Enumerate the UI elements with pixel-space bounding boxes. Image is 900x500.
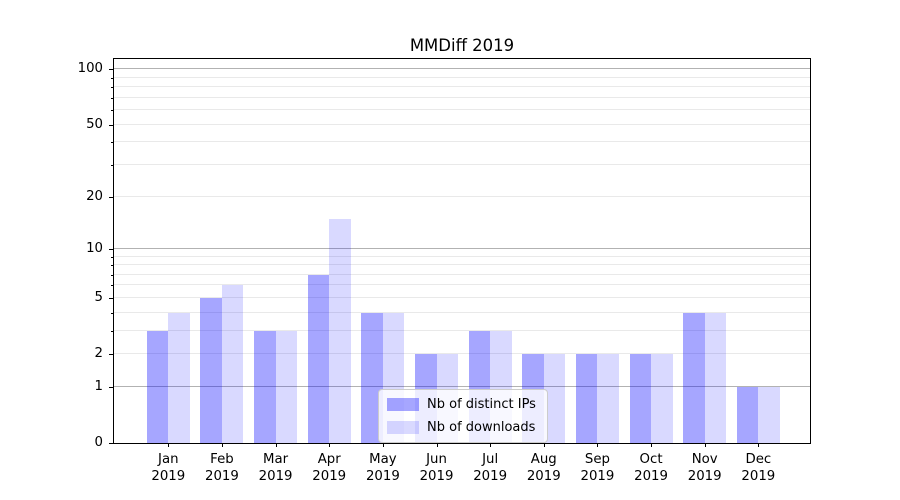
gridline-minor-8 — [114, 264, 810, 266]
x-tick-mark-aug — [543, 443, 545, 447]
y-tick-mark-0 — [109, 443, 113, 444]
y-minor-tick-mark-6 — [111, 285, 113, 287]
x-tick-mark-sep — [597, 443, 599, 447]
y-minor-tick-mark-50 — [111, 124, 113, 126]
y-tick-label-100: 100 — [77, 61, 103, 77]
bar-distinct-ips-nov — [683, 312, 705, 443]
x-tick-mark-may — [382, 443, 384, 447]
y-minor-tick-mark-9 — [111, 256, 113, 258]
bar-downloads-apr — [329, 218, 351, 443]
x-tick-label-dec: Dec 2019 — [741, 452, 776, 484]
x-tick-label-jun: Jun 2019 — [419, 452, 454, 484]
x-tick-label-may: May 2019 — [365, 452, 400, 484]
gridline-minor-5 — [114, 296, 810, 298]
legend: Nb of distinct IPs Nb of downloads — [378, 389, 548, 443]
y-tick-mark-10 — [109, 248, 113, 250]
x-tick-mark-jan — [168, 443, 170, 447]
y-tick-label-5: 5 — [94, 289, 103, 305]
gridline-minor-4 — [114, 311, 810, 313]
y-minor-tick-mark-4 — [111, 312, 113, 314]
bar-downloads-oct — [651, 354, 673, 443]
y-tick-mark-100 — [109, 69, 113, 71]
bar-distinct-ips-feb — [200, 297, 222, 443]
y-minor-tick-mark-90 — [111, 77, 113, 79]
x-tick-mark-dec — [758, 443, 760, 447]
y-tick-label-0: 0 — [94, 435, 103, 450]
gridline-minor-90 — [114, 76, 810, 78]
plot-area: Nb of distinct IPs Nb of downloads — [113, 58, 811, 444]
gridline-minor-7 — [114, 273, 810, 275]
y-minor-tick-mark-2 — [111, 354, 113, 356]
x-tick-label-jul: Jul 2019 — [473, 452, 508, 484]
bar-distinct-ips-apr — [307, 274, 330, 443]
gridline-major-10 — [114, 247, 810, 249]
legend-swatch-distinct-ips — [387, 398, 419, 411]
y-tick-label-2: 2 — [94, 346, 103, 362]
gridline-major-1 — [114, 385, 810, 387]
legend-label-downloads: Nb of downloads — [427, 420, 536, 435]
x-tick-mark-oct — [651, 443, 653, 447]
gridline-minor-30 — [114, 164, 810, 166]
y-minor-tick-mark-60 — [111, 110, 113, 112]
y-minor-tick-mark-5 — [111, 297, 113, 299]
legend-swatch-downloads — [387, 421, 419, 434]
y-minor-tick-mark-3 — [111, 330, 113, 332]
bar-downloads-jan — [168, 312, 190, 443]
bar-distinct-ips-dec — [736, 386, 759, 443]
x-tick-label-jan: Jan 2019 — [151, 452, 186, 484]
gridline-minor-80 — [114, 86, 810, 88]
gridline-minor-6 — [114, 284, 810, 286]
x-tick-label-nov: Nov 2019 — [687, 452, 722, 484]
x-tick-mark-apr — [329, 443, 331, 447]
x-tick-label-aug: Aug 2019 — [526, 452, 561, 484]
legend-item-downloads: Nb of downloads — [387, 418, 539, 437]
bar-distinct-ips-jan — [146, 330, 169, 443]
y-minor-tick-mark-80 — [111, 87, 113, 89]
y-tick-label-10: 10 — [86, 240, 103, 256]
gridline-minor-60 — [114, 109, 810, 111]
x-tick-mark-jun — [436, 443, 438, 447]
bar-downloads-aug — [543, 354, 566, 443]
chart-title: MMDiff 2019 — [409, 36, 515, 55]
y-minor-tick-mark-70 — [111, 97, 113, 99]
x-tick-mark-feb — [221, 443, 223, 447]
gridline-minor-3 — [114, 329, 810, 331]
y-minor-tick-mark-40 — [111, 142, 113, 144]
y-tick-label-20: 20 — [86, 188, 103, 204]
gridline-minor-40 — [114, 141, 810, 143]
x-tick-mark-jul — [490, 443, 492, 447]
y-minor-tick-mark-30 — [111, 165, 113, 166]
y-minor-tick-mark-20 — [111, 196, 113, 198]
bar-downloads-nov — [704, 312, 727, 443]
x-tick-label-sep: Sep 2019 — [580, 452, 615, 484]
gridline-minor-50 — [114, 123, 810, 125]
bar-downloads-feb — [221, 285, 244, 443]
bar-distinct-ips-oct — [629, 354, 652, 443]
bar-downloads-mar — [275, 330, 298, 443]
legend-item-distinct-ips: Nb of distinct IPs — [387, 395, 539, 414]
gridline-major-100 — [114, 68, 810, 70]
bar-distinct-ips-sep — [575, 354, 598, 443]
gridline-minor-9 — [114, 255, 810, 257]
bar-downloads-sep — [597, 354, 619, 443]
bar-distinct-ips-may — [361, 312, 383, 443]
y-minor-tick-mark-7 — [111, 274, 113, 276]
x-tick-label-feb: Feb 2019 — [205, 452, 239, 484]
x-tick-label-mar: Mar 2019 — [258, 452, 293, 484]
y-tick-label-1: 1 — [94, 378, 103, 394]
x-tick-mark-mar — [275, 443, 277, 447]
y-minor-tick-mark-8 — [111, 265, 113, 267]
bar-downloads-dec — [758, 386, 780, 443]
gridline-minor-70 — [114, 96, 810, 98]
gridline-minor-20 — [114, 195, 810, 197]
x-tick-label-oct: Oct 2019 — [634, 452, 668, 484]
y-tick-mark-1 — [109, 386, 113, 388]
x-tick-mark-nov — [704, 443, 706, 447]
gridline-minor-2 — [114, 353, 810, 355]
x-tick-label-apr: Apr 2019 — [312, 452, 347, 484]
bar-distinct-ips-mar — [254, 330, 276, 443]
legend-label-distinct-ips: Nb of distinct IPs — [427, 397, 536, 412]
y-tick-label-50: 50 — [86, 116, 103, 132]
